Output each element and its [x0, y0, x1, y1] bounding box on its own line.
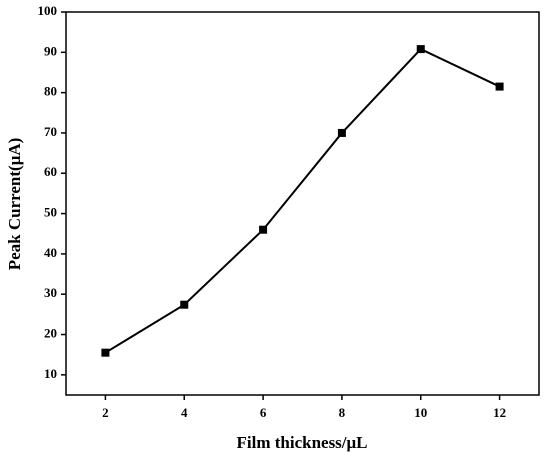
marker	[259, 225, 268, 234]
marker	[495, 82, 504, 91]
marker	[101, 348, 110, 357]
x-tick-label: 10	[414, 405, 427, 420]
marker	[337, 128, 346, 137]
marker	[416, 45, 425, 54]
y-tick-label: 20	[44, 326, 57, 341]
x-tick-label: 2	[102, 405, 109, 420]
x-tick-label: 12	[493, 405, 506, 420]
y-tick-label: 30	[44, 285, 57, 300]
y-tick-label: 10	[44, 366, 57, 381]
line	[104, 47, 501, 354]
x-tick-label: 6	[260, 405, 267, 420]
x-axis-title: Film thickness/μL	[236, 433, 367, 452]
y-tick-label: 60	[44, 164, 57, 179]
y-tick-label: 70	[44, 124, 57, 139]
plot-frame	[65, 11, 540, 396]
y-tick-label: 40	[44, 245, 57, 260]
x-tick-label: 4	[181, 405, 188, 420]
y-tick-label: 90	[44, 43, 57, 58]
y-axis-title: Peak Current(μA)	[5, 138, 24, 271]
x-tick-label: 8	[339, 405, 346, 420]
y-tick-label: 80	[44, 84, 57, 99]
y-tick-label: 50	[44, 205, 57, 220]
marker	[180, 300, 189, 309]
y-tick-label: 100	[38, 3, 58, 18]
